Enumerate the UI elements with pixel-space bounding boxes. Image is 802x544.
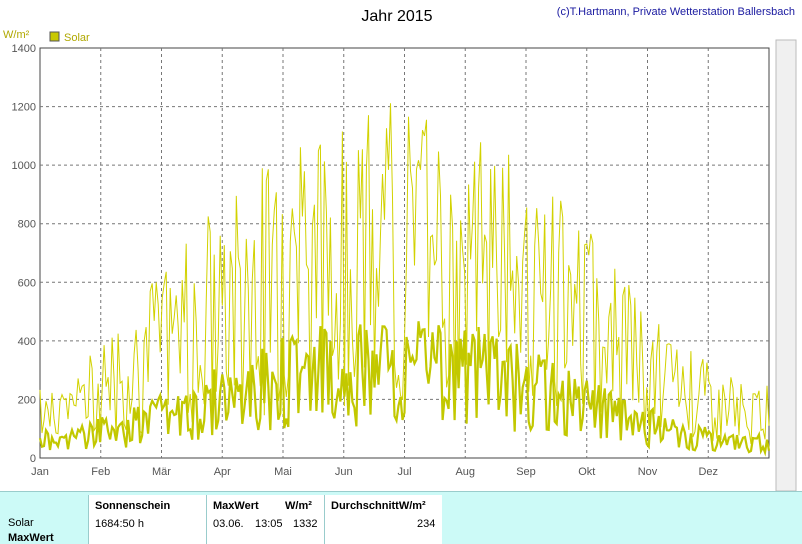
x-tick-label: Jan [31,466,49,478]
vertical-scrollbar[interactable] [775,39,797,491]
x-tick-label: Nov [638,466,658,478]
average-header: DurchschnittW/m² [331,500,426,512]
y-tick-label: 1400 [12,43,36,55]
x-tick-label: Aug [455,466,475,478]
sonnenschein-header: Sonnenschein [95,500,171,512]
x-tick-label: Jun [335,466,353,478]
solar-chart: Jahr 2015 (c)T.Hartmann, Private Wetters… [3,6,797,491]
series-line-solar-mean [38,321,771,457]
maxwert-header: MaxWert [213,500,259,512]
x-tick-label: Feb [91,466,110,478]
maxwert-date: 03.06. [213,518,244,530]
y-tick-label: 1200 [12,102,36,114]
legend-label: Solar [64,32,90,44]
x-tick-label: Okt [578,466,595,478]
y-unit-label: W/m² [3,29,30,41]
average-value: 234 [417,518,436,530]
x-axis: Jan Feb Mär Apr Mai Jun Jul Aug Sep Okt Nov Dez [31,466,718,478]
maxwert-unit: W/m² [285,500,312,512]
y-tick-label: 800 [18,219,36,231]
series-line-solar-max [39,103,770,445]
x-tick-label: Jul [397,466,411,478]
maxwert-time: 13:05 [255,518,283,530]
statistics-panel: Solar MaxWert Sonnenschein 1684:50 h Max… [0,491,802,544]
row-label-maxwert: MaxWert [8,532,54,544]
legend-swatch [49,31,60,42]
y-axis: 0 200 400 600 800 1000 1200 1400 [12,43,36,465]
maxwert-value: 1332 [293,518,318,530]
average-cell: DurchschnittW/m² 234 [324,495,442,544]
x-tick-label: Mai [274,466,292,478]
y-tick-label: 0 [30,453,36,465]
sonnenschein-cell: Sonnenschein 1684:50 h [88,495,206,544]
maxwert-cell: MaxWert W/m² 03.06. 13:05 1332 [206,495,324,544]
y-tick-label: 400 [18,336,36,348]
chart-title: Jahr 2015 [361,8,432,25]
sonnenschein-value: 1684:50 h [95,518,144,530]
x-tick-label: Sep [516,466,536,478]
x-tick-label: Dez [698,466,718,478]
x-tick-label: Mär [152,466,171,478]
y-tick-label: 200 [18,394,36,406]
x-tick-label: Apr [214,466,231,478]
series-solar [38,103,771,457]
row-label-solar: Solar [8,517,34,529]
copyright-text: (c)T.Hartmann, Private Wetterstation Bal… [557,6,795,18]
y-tick-label: 1000 [12,160,36,172]
y-tick-label: 600 [18,277,36,289]
